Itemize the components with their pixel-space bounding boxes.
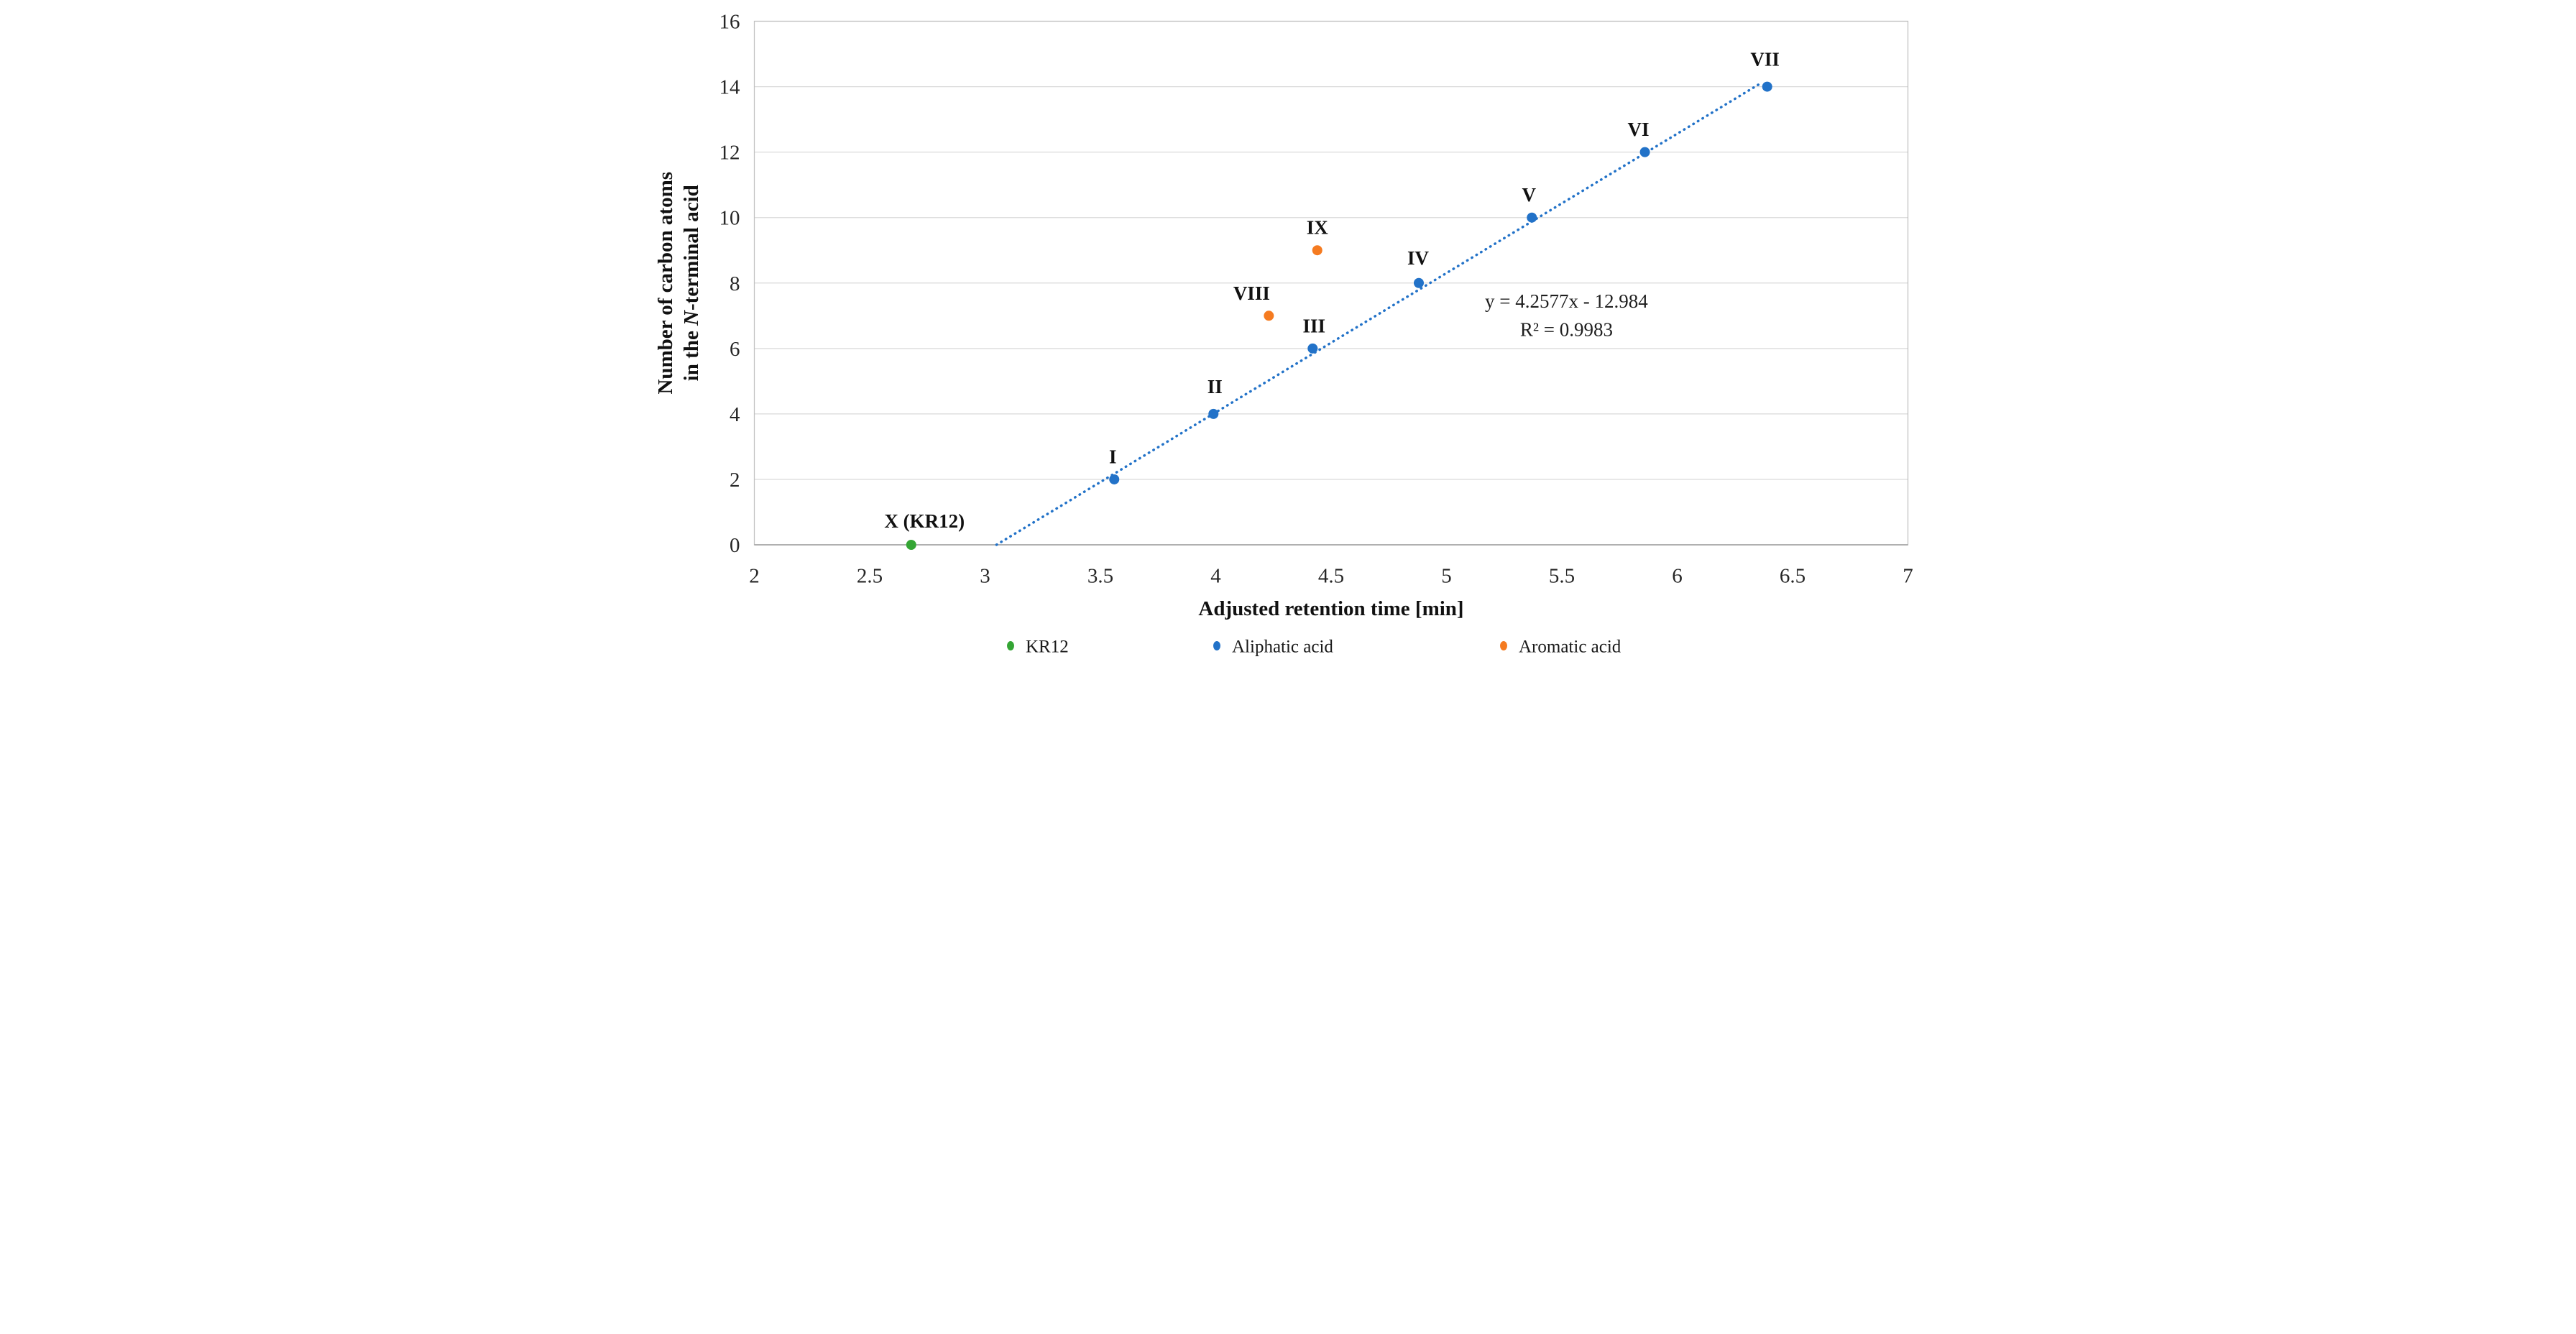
legend-label-aliphatic-acid: Aliphatic acid [1232, 638, 1333, 657]
y-tick-14: 14 [719, 76, 741, 99]
legend-item-kr12: KR12 [1007, 638, 1069, 657]
x-tick-2.5: 2.5 [857, 565, 883, 588]
x-tick-3: 3 [980, 565, 990, 588]
data-point-label-VI: VI [1628, 119, 1650, 140]
data-point-label-III: III [1303, 315, 1326, 336]
data-point-IX [1312, 245, 1322, 256]
data-point-label-II: II [1208, 376, 1223, 397]
legend: KR12 Aliphatic acid Aromatic acid [1007, 638, 1622, 657]
y-axis-title-line-1: Number of carbon atoms [654, 172, 677, 395]
trendline-r-squared: R² = 0.9983 [1520, 319, 1613, 341]
data-point-XKR12 [906, 540, 916, 550]
x-tick-5: 5 [1441, 565, 1452, 588]
data-points [906, 81, 1772, 550]
data-point-II [1208, 408, 1219, 419]
legend-label-aromatic-acid: Aromatic acid [1519, 638, 1622, 657]
legend-item-aliphatic-acid: Aliphatic acid [1213, 638, 1333, 657]
trendline-equation: y = 4.2577x - 12.984 [1485, 290, 1648, 312]
data-point-VII [1762, 81, 1772, 92]
x-tick-4: 4 [1210, 565, 1221, 588]
y-tick-0: 0 [730, 534, 740, 557]
x-tick-2: 2 [749, 565, 760, 588]
y-tick-8: 8 [730, 272, 740, 295]
y-axis-title: Number of carbon atoms in the N-terminal … [654, 172, 703, 395]
data-point-V [1527, 212, 1537, 223]
data-point-label-VIII: VIII [1233, 282, 1270, 304]
x-tick-4.5: 4.5 [1318, 565, 1344, 588]
legend-item-aromatic-acid: Aromatic acid [1500, 638, 1622, 657]
x-tick-3.5: 3.5 [1087, 565, 1113, 588]
data-point-label-IX: IX [1307, 217, 1329, 239]
data-point-VIII [1264, 310, 1274, 321]
y-axis-title-line-2: in the N-terminal acid [680, 185, 703, 381]
trendline [995, 80, 1765, 546]
x-tick-6.5: 6.5 [1780, 565, 1806, 588]
x-axis-title: Adjusted retention time [min] [1198, 597, 1463, 620]
data-point-I [1109, 474, 1120, 484]
y-tick-12: 12 [719, 142, 740, 165]
data-point-label-VII: VII [1750, 49, 1780, 70]
y-tick-2: 2 [730, 469, 740, 492]
x-tick-6: 6 [1672, 565, 1683, 588]
y-tick-6: 6 [730, 338, 740, 361]
y-tick-labels: 0 2 4 6 8 10 12 14 16 [719, 11, 741, 558]
data-point-III [1307, 343, 1318, 354]
data-point-label-I: I [1109, 446, 1117, 467]
trendline-dotted [995, 80, 1765, 546]
y-tick-16: 16 [719, 11, 740, 34]
data-point-IV [1413, 277, 1424, 288]
legend-marker-aromatic-acid [1500, 641, 1507, 650]
legend-marker-aliphatic-acid [1213, 641, 1220, 650]
x-tick-labels: 2 2.5 3 3.5 4 4.5 5 5.5 6 6.5 7 [749, 565, 1913, 588]
data-point-label-V: V [1522, 184, 1537, 206]
data-point-VI [1639, 147, 1650, 157]
figure-container: X (KR12) I II III IV V VI VII VIII IX 2 2.5 3 3.5 4 4.… [644, 0, 1932, 667]
x-tick-7: 7 [1903, 565, 1913, 588]
y-tick-10: 10 [719, 207, 740, 230]
y-tick-4: 4 [730, 403, 740, 426]
gridlines [754, 20, 1908, 480]
legend-label-kr12: KR12 [1026, 638, 1069, 657]
legend-marker-kr12 [1007, 641, 1014, 650]
x-tick-5.5: 5.5 [1549, 565, 1575, 588]
data-point-label-XKR12: X (KR12) [884, 510, 965, 532]
data-point-label-IV: IV [1407, 247, 1430, 269]
